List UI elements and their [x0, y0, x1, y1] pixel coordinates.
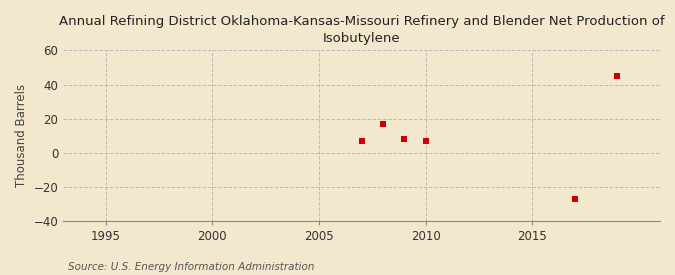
Y-axis label: Thousand Barrels: Thousand Barrels: [15, 84, 28, 188]
Point: [420, 139, 431, 143]
Point: [377, 122, 388, 126]
Point: [399, 137, 410, 142]
Point: [569, 197, 580, 201]
Point: [356, 139, 367, 143]
Text: Source: U.S. Energy Information Administration: Source: U.S. Energy Information Administ…: [68, 262, 314, 272]
Point: [612, 74, 623, 78]
Title: Annual Refining District Oklahoma-Kansas-Missouri Refinery and Blender Net Produ: Annual Refining District Oklahoma-Kansas…: [59, 15, 664, 45]
